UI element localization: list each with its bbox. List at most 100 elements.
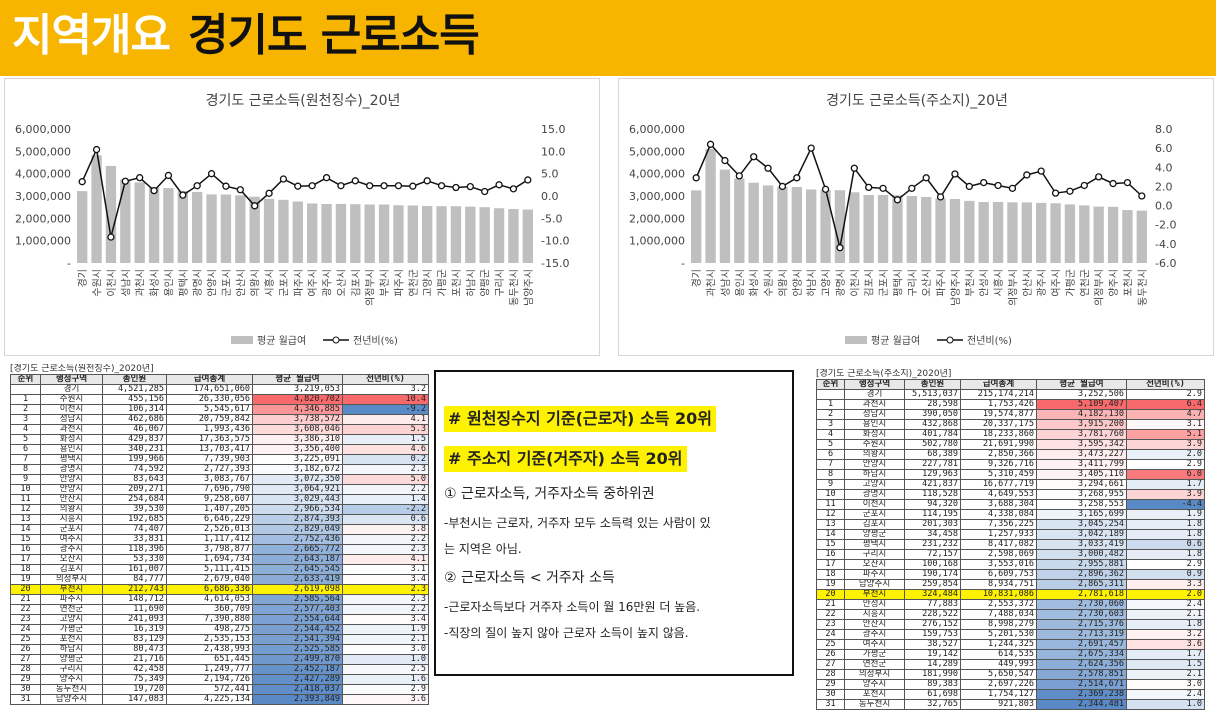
- cell-region: 연천군: [40, 604, 103, 615]
- note-heading-residence: # 주소지 기준(거주자) 소득 20위: [444, 446, 687, 472]
- cell-total: 17,363,575: [166, 434, 253, 445]
- y-tick-left: 4,000,000: [629, 168, 685, 181]
- table-row: 16 구리시 72,157 2,598,069 3,000,482 1.8: [816, 549, 1205, 560]
- bar-22: [393, 205, 404, 263]
- cell-people: 432,868: [904, 419, 961, 430]
- cell-region: 부천시: [844, 589, 905, 600]
- cell-people: 106,314: [102, 404, 167, 415]
- x-tick-label: 남양주시: [523, 269, 535, 306]
- x-tick-label: 성남시: [720, 269, 732, 297]
- cell-yoy: 2.0: [1126, 449, 1205, 460]
- cell-avg: 2,525,585: [252, 644, 343, 655]
- cell-total: 6,686,336: [166, 584, 253, 595]
- yoy-point-7: [793, 174, 801, 182]
- bar-12: [863, 194, 874, 263]
- cell-region: 여주시: [40, 534, 103, 545]
- cell-rank: 5: [816, 439, 845, 450]
- cell-total: 7,739,903: [166, 454, 253, 465]
- cell-avg: 3,595,342: [1036, 439, 1127, 450]
- y-tick-left: -: [681, 257, 685, 270]
- cell-people: 259,854: [904, 579, 961, 590]
- cell-yoy: 3.6: [342, 694, 429, 705]
- cell-total: 7,488,034: [960, 609, 1037, 620]
- cell-rank: 5: [10, 434, 41, 445]
- yoy-point-23: [1023, 171, 1031, 179]
- cell-people: 68,389: [904, 449, 961, 460]
- cell-people: 502,780: [904, 439, 961, 450]
- yoy-point-20: [980, 178, 988, 187]
- note-point-1: ① 근로자소득, 거주자소득 중하위권: [444, 486, 655, 502]
- cell-yoy: 1.6: [342, 674, 429, 685]
- cell-people: 161,007: [102, 564, 167, 575]
- cell-region: 용인시: [40, 444, 103, 455]
- y-tick-right: -15.0: [541, 257, 569, 270]
- legend-bar-label: 평균 월급여: [871, 335, 920, 347]
- bar-30: [1122, 210, 1133, 263]
- x-tick-label: 안양시: [207, 269, 219, 297]
- cell-region: 동두천시: [844, 699, 905, 710]
- cell-rank: 30: [10, 684, 41, 695]
- table-row: 19 의정부시 84,777 2,679,040 2,633,419 3.4: [10, 574, 429, 585]
- cell-yoy: 2.9: [1126, 389, 1205, 400]
- col-total: 급여총계: [166, 374, 253, 385]
- cell-region: 가평군: [40, 624, 103, 635]
- cell-yoy: 1.7: [1126, 649, 1205, 660]
- cell-rank: 1: [816, 399, 845, 410]
- bar-26: [450, 206, 462, 263]
- bar-11: [235, 195, 246, 263]
- x-tick-label: 의정부시: [365, 269, 377, 306]
- cell-yoy: 1.9: [1126, 509, 1205, 520]
- yoy-point-10: [222, 182, 230, 190]
- cell-region: 김포시: [844, 519, 905, 530]
- cell-yoy: 2.4: [1126, 599, 1205, 610]
- table-row: 11 안산시 254,684 9,258,607 3,029,443 1.4: [10, 494, 429, 505]
- cell-yoy: -9.2: [342, 404, 429, 415]
- bar-18: [335, 203, 347, 263]
- note-point-2-desc-1: -근로자소득보다 거주자 소득이 월 16만원 더 높음.: [444, 600, 701, 614]
- cell-region: 김포시: [40, 564, 103, 575]
- cell-people: 276,152: [904, 619, 961, 630]
- y-tick-right: 10.0: [541, 145, 566, 158]
- cell-rank: 4: [10, 424, 41, 435]
- y-tick-left: 6,000,000: [15, 123, 71, 136]
- x-tick-label: 의왕시: [250, 269, 262, 297]
- yoy-point-9: [821, 185, 830, 193]
- cell-total: 1,249,777: [166, 664, 253, 675]
- bar-20: [364, 204, 375, 263]
- x-tick-label: 용인시: [734, 269, 746, 297]
- x-tick-label: 연천군: [1079, 269, 1091, 297]
- cell-region: 용인시: [844, 419, 905, 430]
- cell-region: 의왕시: [844, 449, 905, 460]
- bar-0: [691, 190, 702, 263]
- cell-region: 의왕시: [40, 504, 103, 515]
- bar-1: [91, 155, 102, 263]
- cell-avg: 2,578,851: [1036, 669, 1127, 680]
- cell-yoy: 2.2: [342, 534, 429, 545]
- bar-2: [105, 165, 117, 263]
- yoy-point-21: [994, 181, 1002, 190]
- y-tick-right: 2.0: [1155, 180, 1173, 193]
- yoy-point-8: [193, 182, 201, 190]
- cell-avg: 2,577,403: [252, 604, 343, 615]
- cell-total: 5,545,617: [166, 404, 253, 415]
- yoy-point-28: [1095, 173, 1103, 181]
- table-row: 3 성남시 462,686 20,759,842 3,738,572 4.1: [10, 414, 429, 425]
- bar-8: [806, 189, 817, 263]
- cell-people: 192,685: [102, 514, 167, 525]
- cell-region: 안양시: [844, 459, 905, 470]
- table-row: 10 광명시 118,528 4,649,553 3,268,955 3.9: [816, 489, 1205, 500]
- cell-region: 양평군: [40, 654, 103, 665]
- table-row: 28 의정부시 181,990 5,650,547 2,578,851 2.1: [816, 669, 1205, 680]
- cell-avg: 2,499,870: [252, 654, 343, 665]
- cell-total: 651,445: [166, 654, 253, 665]
- title-gyeonggi-income: 경기도 근로소득: [188, 10, 480, 61]
- yoy-point-18: [951, 170, 959, 178]
- cell-region: 시흥시: [40, 514, 103, 525]
- x-tick-label: 고양시: [821, 269, 833, 297]
- x-tick-label: 광명시: [192, 269, 204, 297]
- cell-avg: 2,344,481: [1036, 699, 1127, 710]
- y-tick-right: 0.0: [541, 190, 559, 203]
- cell-avg: 3,608,046: [252, 424, 343, 435]
- col-total: 급여총계: [960, 379, 1037, 390]
- cell-region: 성남시: [844, 409, 905, 420]
